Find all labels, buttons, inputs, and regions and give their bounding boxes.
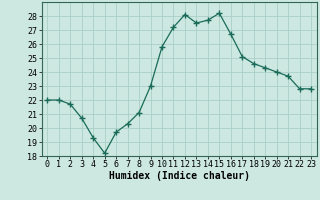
X-axis label: Humidex (Indice chaleur): Humidex (Indice chaleur) <box>109 171 250 181</box>
